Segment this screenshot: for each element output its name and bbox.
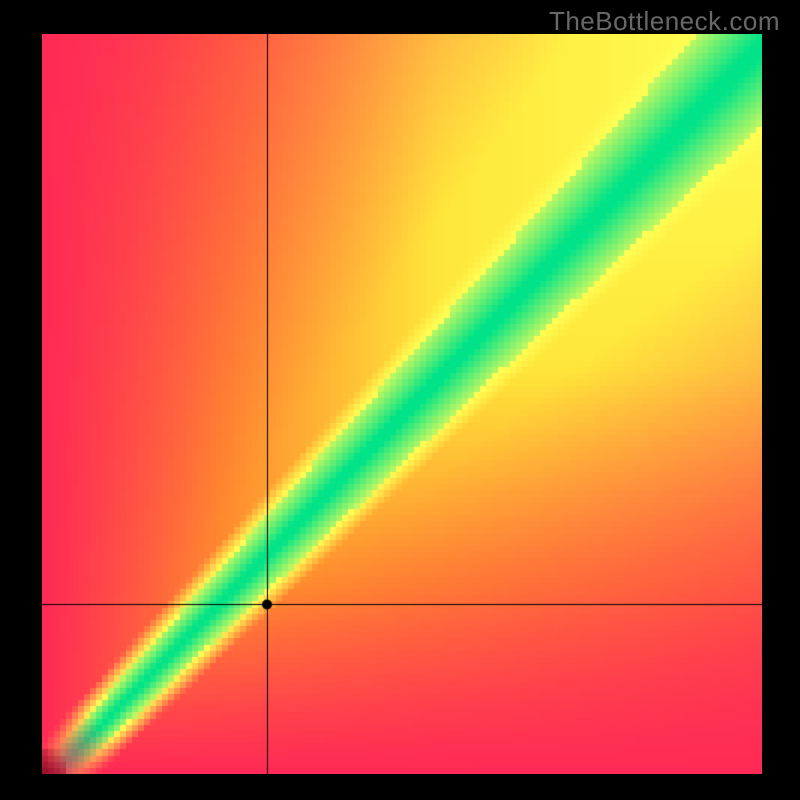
bottleneck-heatmap bbox=[42, 34, 762, 774]
watermark-text: TheBottleneck.com bbox=[549, 6, 780, 37]
